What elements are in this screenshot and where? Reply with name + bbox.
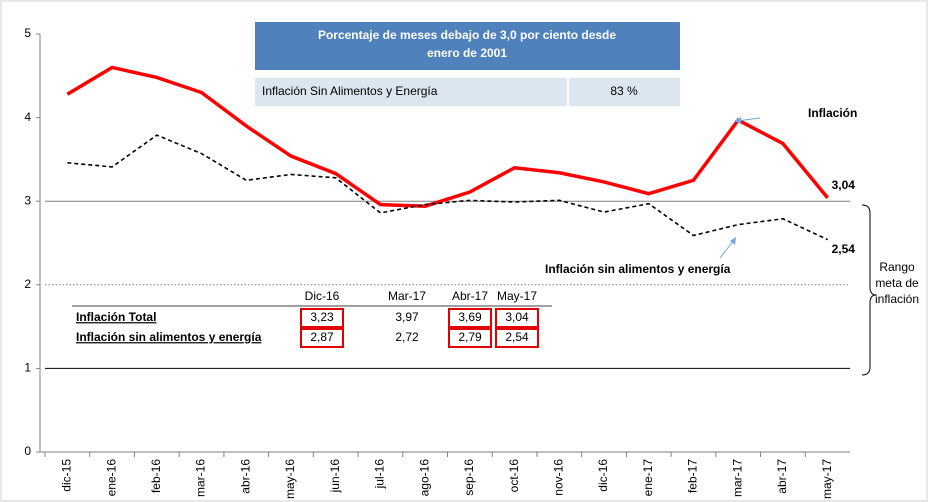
- x-tick-label: dic-16: [596, 459, 610, 492]
- x-tick-label: ago-16: [417, 459, 431, 497]
- y-tick-label: 0: [24, 444, 31, 458]
- highlight-box: [495, 328, 539, 348]
- x-tick-label: oct-16: [507, 459, 521, 493]
- highlight-box: [495, 308, 539, 328]
- table-header: May-17: [497, 289, 537, 303]
- brace: [861, 204, 877, 376]
- highlight-box: [448, 308, 492, 328]
- x-tick-label: feb-17: [686, 459, 700, 493]
- range-label: inflación: [875, 292, 919, 306]
- highlight-box: [300, 328, 344, 348]
- y-tick-label: 1: [24, 361, 31, 375]
- series-label: Inflación sin alimentos y energía: [545, 262, 731, 276]
- x-tick-label: may-17: [820, 459, 834, 499]
- y-tick-label: 2: [24, 277, 31, 291]
- table-header: Mar-17: [388, 289, 426, 303]
- table-cell: 3,69: [458, 310, 482, 324]
- x-tick-label: dic-15: [60, 459, 74, 492]
- x-tick-label: nov-16: [551, 459, 565, 496]
- table-row-label: Inflación Total: [76, 310, 156, 324]
- x-tick-label: abr-17: [775, 459, 789, 494]
- table-cell: 3,97: [395, 310, 419, 324]
- line-series: [67, 134, 828, 241]
- arrow-head: [734, 117, 741, 124]
- range-label: meta de: [875, 276, 919, 290]
- x-tick-label: abr-16: [238, 459, 252, 494]
- x-tick-label: mar-16: [194, 459, 208, 497]
- info-row-value: 83 %: [610, 84, 638, 98]
- y-tick-label: 3: [24, 193, 31, 207]
- series-label: Inflación: [808, 106, 857, 120]
- x-tick-label: may-16: [283, 459, 297, 499]
- highlight-box: [448, 328, 492, 348]
- arrow-head: [730, 237, 736, 245]
- x-tick-label: mar-17: [730, 459, 744, 497]
- x-tick-label: sep-16: [462, 459, 476, 496]
- table-header: Dic-16: [305, 289, 340, 303]
- table-header: Abr-17: [452, 289, 488, 303]
- x-tick-label: ene-16: [104, 459, 118, 497]
- info-title: Porcentaje de meses debajo de 3,0 por ci…: [318, 28, 616, 42]
- y-tick-label: 4: [24, 110, 31, 124]
- table-cell: 3,04: [505, 310, 529, 324]
- line-series: [66, 65, 829, 208]
- info-row: [255, 78, 680, 106]
- y-tick-label: 5: [24, 26, 31, 40]
- x-tick-label: ene-17: [641, 459, 655, 497]
- x-tick-label: jul-16: [373, 459, 387, 490]
- info-header: [255, 22, 680, 70]
- x-tick-label: jun-16: [328, 459, 342, 494]
- end-label: 2,54: [832, 242, 856, 256]
- table-cell: 2,72: [395, 330, 419, 344]
- arrow: [719, 239, 735, 259]
- end-label: 3,04: [832, 178, 856, 192]
- x-tick-label: feb-16: [149, 459, 163, 493]
- info-row-label: Inflación Sin Alimentos y Energía: [262, 84, 438, 98]
- range-label: Rango: [879, 260, 915, 274]
- table-cell: 2,79: [458, 330, 482, 344]
- info-title: enero de 2001: [427, 46, 507, 60]
- table-row-label: Inflación sin alimentos y energía: [76, 330, 262, 344]
- highlight-box: [300, 308, 344, 328]
- table-cell: 2,87: [310, 330, 334, 344]
- table-cell: 3,23: [310, 310, 334, 324]
- table-cell: 2,54: [505, 330, 529, 344]
